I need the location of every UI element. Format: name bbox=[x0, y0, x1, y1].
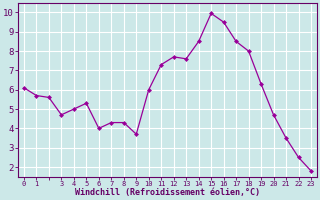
X-axis label: Windchill (Refroidissement éolien,°C): Windchill (Refroidissement éolien,°C) bbox=[75, 188, 260, 197]
